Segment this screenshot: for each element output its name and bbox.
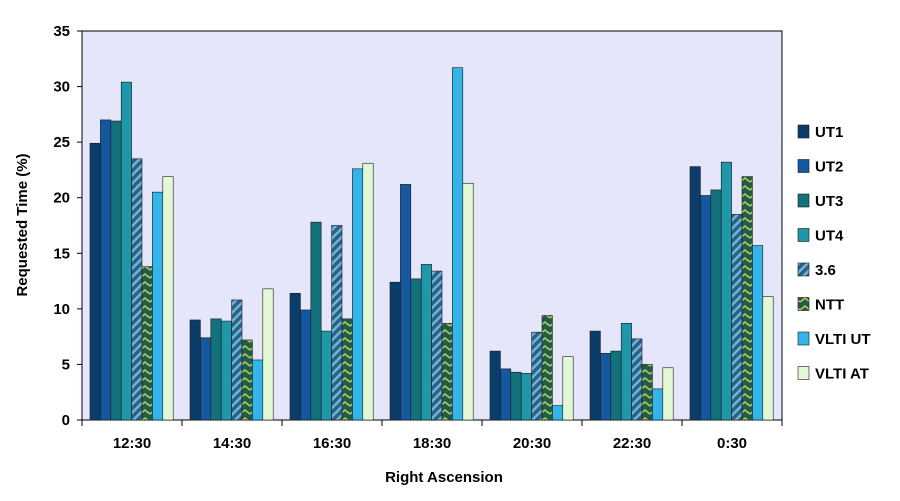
bar-ut3-030 (710, 189, 722, 421)
bar-ut3-2030 (510, 371, 522, 421)
x-tick-label: 18:30 (413, 435, 451, 452)
y-tick-label: 15 (53, 245, 70, 262)
bar-3-6-030 (731, 214, 743, 421)
legend: UT1 UT2 UT3 UT4 3.6 NTT VLTI UT VLTI AT (797, 124, 871, 383)
bar-ut3-1230 (110, 120, 122, 421)
bar-ut1-030 (689, 166, 701, 421)
bar-3-6-2030 (531, 331, 543, 421)
y-tick-label: 10 (53, 301, 70, 318)
bar-vlti-at-1430 (262, 288, 274, 421)
legend-label: VLTI UT (815, 331, 871, 348)
bar-vlti-ut-1230 (152, 191, 164, 421)
legend-swatch (797, 159, 810, 173)
bar-ut2-2030 (500, 368, 512, 421)
bar-ut3-1430 (210, 318, 222, 421)
bar-ntt-1830 (441, 323, 453, 421)
bar-ut3-1830 (410, 278, 422, 421)
y-tick-label: 0 (62, 412, 70, 429)
bar-ut4-1830 (420, 264, 432, 421)
bar-ut2-2230 (600, 353, 612, 421)
bar-ut2-030 (700, 195, 712, 421)
y-axis-title: Requested Time (%) (14, 153, 31, 296)
legend-label: UT1 (815, 124, 843, 141)
bar-ut1-1630 (289, 292, 301, 421)
bar-ut3-1630 (310, 221, 322, 421)
bar-ut4-1430 (220, 320, 232, 421)
bar-vlti-at-2230 (662, 367, 674, 421)
legend-swatch (797, 366, 810, 380)
y-tick-label: 30 (53, 79, 70, 96)
bar-ntt-2230 (641, 364, 653, 421)
bar-ut1-1430 (189, 319, 201, 421)
bar-ut2-1230 (100, 119, 112, 421)
bar-ut2-1830 (400, 184, 412, 421)
bar-ut4-2030 (520, 373, 532, 421)
bar-ntt-1430 (241, 339, 253, 421)
x-axis: 12:30 14:30 16:30 18:30 20:30 22:30 0:30 (81, 420, 783, 452)
x-tick-label: 0:30 (717, 435, 747, 452)
bar-ut1-1230 (89, 142, 101, 421)
bar-3-6-2230 (631, 338, 643, 421)
legend-label: 3.6 (815, 262, 836, 279)
bar-ntt-1630 (341, 318, 353, 421)
legend-swatch (797, 331, 810, 346)
legend-label: VLTI AT (815, 366, 869, 383)
bar-vlti-at-1230 (162, 176, 174, 421)
bar-vlti-ut-1630 (352, 168, 364, 421)
bar-ut1-2030 (489, 350, 501, 421)
legend-swatch (797, 228, 810, 242)
bar-ntt-1230 (141, 266, 153, 421)
x-tick-label: 22:30 (613, 435, 651, 452)
legend-swatch (797, 262, 810, 277)
bar-vlti-ut-2030 (552, 405, 564, 421)
x-tick-label: 20:30 (513, 435, 551, 452)
bar-vlti-at-1830 (462, 182, 474, 421)
bar-ntt-2030 (541, 315, 553, 421)
bar-vlti-ut-1830 (452, 67, 464, 421)
legend-swatch (797, 193, 810, 208)
bar-ut4-030 (720, 161, 732, 421)
x-tick-label: 12:30 (113, 435, 151, 452)
legend-swatch (797, 297, 810, 311)
y-tick-label: 5 (62, 356, 70, 373)
legend-label: UT3 (815, 193, 843, 210)
bar-3-6-1830 (431, 270, 443, 421)
y-tick-label: 25 (53, 134, 70, 151)
bar-ut1-1830 (389, 281, 401, 421)
bar-3-6-1630 (331, 225, 343, 421)
bar-vlti-ut-030 (752, 245, 764, 421)
bar-ut4-1630 (320, 330, 332, 421)
x-axis-title: Right Ascension (385, 469, 503, 486)
bar-vlti-ut-2230 (652, 388, 664, 421)
bar-ut2-1430 (200, 337, 212, 421)
bar-vlti-at-030 (762, 296, 774, 421)
bar-ut3-2230 (610, 350, 622, 421)
x-tick-label: 16:30 (313, 435, 351, 452)
bars (89, 67, 774, 421)
bar-vlti-ut-1430 (252, 359, 264, 421)
bar-vlti-at-1630 (362, 162, 374, 421)
bar-vlti-at-2030 (562, 356, 574, 421)
x-tick-label: 14:30 (213, 435, 251, 452)
bar-ut1-2230 (589, 330, 601, 421)
y-tick-label: 20 (53, 190, 70, 207)
y-tick-label: 35 (53, 23, 70, 40)
bar-ut2-1630 (300, 309, 312, 421)
bar-3-6-1230 (131, 158, 143, 421)
bar-ntt-030 (741, 176, 753, 421)
y-axis: 0 5 10 15 20 25 30 35 (53, 23, 82, 429)
legend-swatch (797, 124, 810, 139)
bar-3-6-1430 (231, 299, 243, 421)
bar-ut4-2230 (620, 323, 632, 421)
legend-label: NTT (815, 297, 844, 314)
bar-ut4-1230 (120, 81, 132, 421)
legend-label: UT2 (815, 159, 843, 176)
legend-label: UT4 (815, 228, 844, 245)
